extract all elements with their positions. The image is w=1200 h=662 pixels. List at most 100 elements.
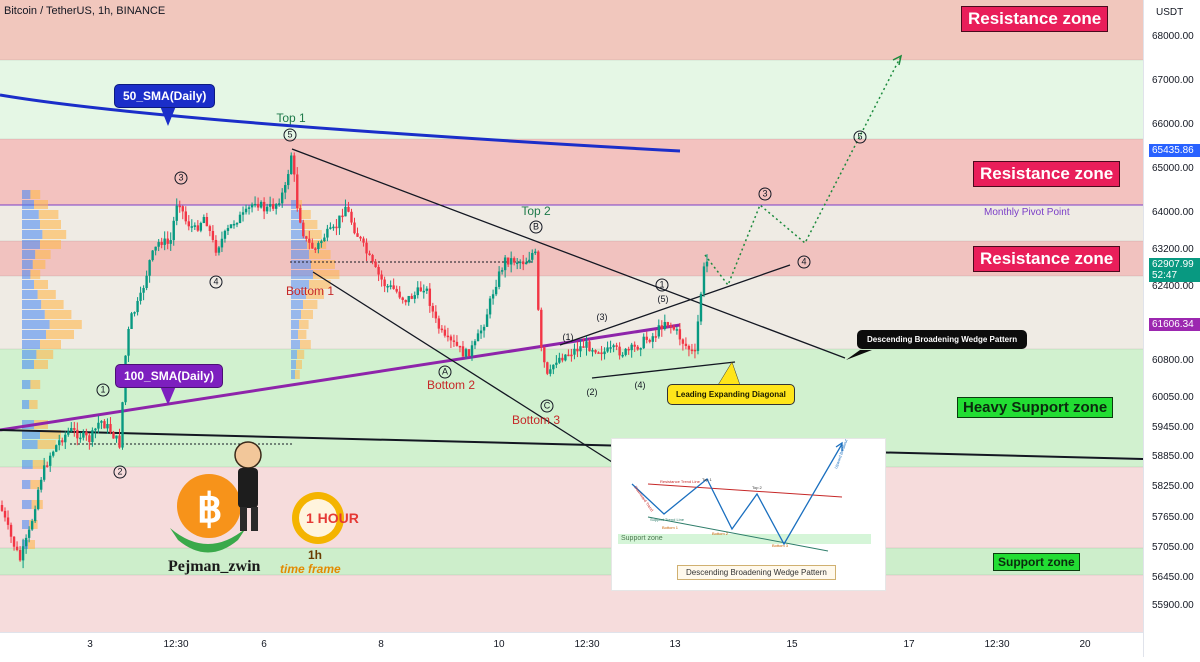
candle-body (305, 236, 308, 239)
candle-body (151, 250, 154, 261)
candle-body (76, 429, 79, 439)
price-axis[interactable]: USDT 68000.00 67000.00 66000.00 65000.00 640… (1143, 0, 1200, 657)
candle-body (317, 243, 320, 250)
candle-body (42, 465, 46, 480)
price-tick-label: 57650.00 (1152, 512, 1194, 523)
candle-body (606, 347, 609, 352)
candle-body (567, 354, 570, 357)
time-tick-label: 6 (261, 639, 267, 650)
candle-body (208, 226, 212, 231)
candle-body (582, 346, 585, 348)
candle-body (33, 509, 37, 522)
candle-body (103, 421, 106, 429)
candle-body (482, 326, 486, 331)
trend-lines-layer (0, 54, 1144, 463)
zones-layer (0, 0, 1143, 632)
candle-body (220, 238, 224, 248)
branding-group: ฿ 1 HOUR (170, 441, 359, 553)
volume-bar-left-blue-2 (22, 210, 39, 219)
volume-bar-left-orange-8 (30, 270, 41, 279)
candle-body (338, 215, 341, 229)
volume-bar-left-blue-11 (22, 300, 42, 309)
inset-label-5: Bottom 2 (712, 531, 729, 536)
candle-body (558, 357, 561, 363)
projection-wave-5: 5 (853, 130, 867, 144)
candle-body (97, 422, 100, 429)
candle-body (67, 431, 70, 435)
candle-body (133, 312, 136, 314)
candle-body (699, 293, 703, 322)
volume-bar-left-blue-17 (22, 360, 34, 369)
volume-bar-mid-blue-12 (291, 320, 299, 329)
price-tick-label: 68000.00 (1152, 31, 1194, 42)
wave-label-5: 5 (283, 128, 297, 142)
wedge-callout-pointer (846, 350, 872, 360)
candle-body (94, 428, 97, 431)
candle-body (290, 155, 293, 175)
wedge-lower-line (312, 271, 613, 463)
candle-body (669, 325, 673, 327)
candle-body (175, 205, 178, 221)
candle-body (419, 287, 422, 292)
candle-body (476, 333, 480, 342)
candle-body (253, 203, 257, 206)
candle-body (15, 546, 19, 551)
volume-bar-mid-blue-16 (291, 360, 296, 369)
candle-body (30, 521, 34, 530)
timeframe-text: time frame (280, 562, 341, 576)
volume-bar-left-blue-9 (22, 280, 34, 289)
candle-body (196, 225, 200, 231)
candle-body (512, 258, 516, 263)
candle-body (112, 432, 115, 439)
candle-body (416, 287, 419, 296)
candle-body (443, 329, 447, 336)
candle-body (166, 238, 169, 244)
volume-bar-mid-blue-14 (291, 340, 300, 349)
candle-body (540, 309, 543, 348)
candle-body (383, 279, 386, 287)
time-axis[interactable]: 3 12:30 6 8 10 12:30 13 15 17 12:30 20 (0, 632, 1143, 658)
candle-body (284, 185, 287, 193)
volume-bar-left-orange-4 (42, 230, 67, 239)
volume-bar-mid-orange-13 (298, 330, 307, 339)
candle-body (630, 344, 633, 351)
candle-body (12, 536, 16, 547)
candle-body (145, 275, 148, 288)
volume-bar-left-blue-24 (22, 480, 31, 489)
candle-body (440, 328, 444, 331)
candle-body (494, 286, 498, 295)
candle-body (45, 465, 49, 467)
time-tick-label: 12:30 (574, 639, 600, 650)
volume-bar-mid-orange-7 (313, 270, 340, 279)
volume-bar-mid-blue-8 (291, 280, 309, 289)
volume-bar-left-orange-23 (32, 460, 46, 469)
candle-body (190, 226, 194, 228)
volume-bar-left-orange-7 (32, 260, 46, 269)
candle-body (70, 428, 73, 432)
volume-bar-left-orange-11 (41, 300, 64, 309)
resistance-zone-label-low: Resistance zone (973, 246, 1121, 272)
volume-bar-mid-orange-17 (295, 370, 300, 379)
candle-body (121, 402, 124, 448)
time-tick-label: 10 (493, 639, 505, 650)
candle-body (693, 349, 697, 352)
candle-body (485, 314, 489, 327)
volume-bar-left-blue-1 (22, 200, 34, 209)
wave-label-1: 1 (96, 383, 110, 397)
price-tick-label: 58250.00 (1152, 481, 1194, 492)
volume-bar-left-orange-1 (34, 200, 48, 209)
candle-body (579, 346, 582, 352)
time-tick-label: 12:30 (163, 639, 189, 650)
volume-bar-mid-blue-4 (291, 240, 307, 249)
candle-body (446, 335, 450, 338)
time-tick-label: 8 (378, 639, 384, 650)
candle-body (350, 211, 353, 223)
candle-body (534, 251, 537, 254)
price-tick-label: 64000.00 (1152, 207, 1194, 218)
inset-label-downward: Downward Trend (633, 485, 654, 513)
candle-body (302, 222, 305, 237)
sma50-callout: 50_SMA(Daily) (114, 84, 216, 108)
diagonal-lower-line (591, 361, 736, 379)
candle-body (675, 329, 679, 331)
inset-price-path (631, 443, 843, 546)
